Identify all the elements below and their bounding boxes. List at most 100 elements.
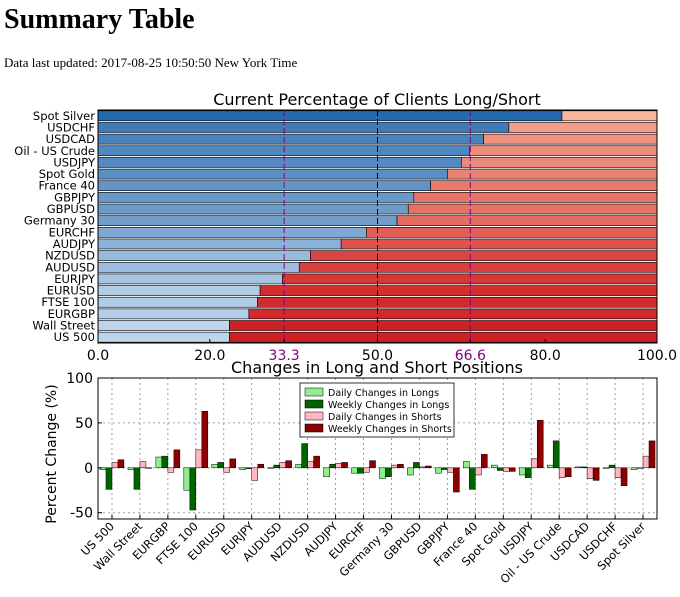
bar-daily-shorts-germany-30 (391, 464, 398, 469)
bar-weekly-longs-audusd (273, 464, 280, 469)
bar-weekly-shorts-france-40 (481, 454, 488, 469)
bar-weekly-shorts-wall-street (145, 467, 153, 469)
long-short-label-spot-silver: Spot Silver (33, 109, 95, 123)
bar-weekly-shorts-eurchf (369, 460, 376, 469)
long-bar-eurchf (97, 227, 367, 238)
short-bar-usdjpy (461, 157, 658, 168)
long-bar-gbpusd (97, 203, 409, 215)
x-tick-label: 100.0 (637, 348, 677, 364)
bar-daily-shorts-gbpjpy (447, 467, 454, 473)
bar-daily-longs-eurchf (351, 467, 358, 474)
long-short-bars (97, 110, 658, 343)
bar-weekly-shorts-eurgbp (173, 449, 181, 469)
bar-daily-shorts-wall-street (139, 461, 147, 469)
short-bar-germany-30 (396, 215, 658, 226)
short-bar-us-500 (229, 331, 658, 343)
bar-daily-longs-gbpusd (407, 467, 414, 476)
bar-weekly-shorts-gbpjpy (453, 467, 460, 493)
bar-weekly-shorts-us-500 (117, 459, 125, 469)
bar-weekly-shorts-nzdusd (313, 455, 320, 469)
bar-daily-shorts-ftse-100 (195, 449, 203, 469)
short-bar-usdchf (508, 122, 658, 133)
bar-daily-longs-germany-30 (379, 467, 386, 479)
long-short-label-nzdusd: NZDUSD (45, 249, 95, 263)
bar-daily-shorts-audjpy (335, 463, 342, 469)
bar-daily-shorts-spot-gold (503, 467, 510, 472)
bar-weekly-longs-audjpy (329, 463, 336, 469)
short-bar-spot-silver (561, 110, 658, 122)
bar-daily-longs-oil-us-crude (546, 464, 554, 469)
bar-weekly-shorts-ftse-100 (201, 410, 209, 469)
long-bar-spot-silver (97, 110, 563, 122)
long-bar-audusd (97, 261, 300, 273)
short-bar-gbpusd (407, 203, 658, 215)
short-bar-eurchf (366, 227, 658, 238)
bar-daily-longs-usdcad (574, 466, 582, 469)
bar-daily-longs-usdjpy (518, 467, 526, 476)
bar-weekly-shorts-gbpusd (425, 465, 432, 469)
changes-bars (99, 410, 656, 511)
y-tick-label: 0 (84, 461, 93, 477)
short-bar-oil-us-crude (469, 145, 658, 157)
long-short-label-gbpjpy: GBPJPY (54, 190, 96, 204)
long-bar-audjpy (97, 238, 342, 250)
long-bar-eurusd (97, 285, 261, 296)
long-bar-usdcad (97, 133, 485, 145)
legend-swatch-weekly-shorts (304, 423, 324, 433)
bar-weekly-longs-spot-silver (636, 467, 644, 469)
bar-weekly-longs-france-40 (469, 467, 476, 490)
bar-daily-shorts-nzdusd (307, 461, 314, 469)
bar-daily-longs-wall-street (127, 467, 135, 470)
bar-weekly-shorts-usdjpy (536, 419, 544, 469)
bar-daily-longs-france-40 (463, 461, 470, 469)
bar-daily-shorts-eurusd (223, 467, 231, 473)
bar-daily-longs-eurgbp (155, 456, 163, 469)
bar-weekly-longs-ftse-100 (189, 467, 197, 511)
short-bar-spot-gold (447, 168, 658, 180)
long-short-label-us-500: US 500 (54, 330, 95, 344)
long-short-label-spot-gold: Spot Gold (39, 167, 95, 181)
long-short-label-france-40: France 40 (38, 179, 95, 193)
bar-daily-longs-audjpy (323, 467, 330, 478)
long-short-label-usdchf: USDCHF (47, 120, 95, 134)
long-short-label-eurusd: EURUSD (47, 284, 95, 298)
bar-weekly-longs-nzdusd (301, 443, 308, 469)
bar-weekly-longs-gbpjpy (441, 467, 448, 470)
y-tick-label: 50 (75, 416, 93, 432)
short-bar-audjpy (340, 238, 658, 250)
long-bar-usdchf (97, 122, 510, 133)
long-short-label-usdcad: USDCAD (46, 132, 95, 146)
bar-weekly-shorts-audusd (285, 460, 292, 469)
long-bar-usdjpy (97, 157, 462, 168)
long-bar-germany-30 (97, 215, 398, 226)
bar-weekly-shorts-germany-30 (397, 463, 404, 469)
bar-weekly-longs-eurgbp (161, 455, 169, 469)
long-short-chart-title: Current Percentage of Clients Long/Short (213, 90, 541, 109)
long-short-label-usdjpy: USDJPY (53, 155, 96, 169)
bar-weekly-longs-us-500 (105, 467, 113, 490)
short-bar-wall-street (229, 320, 658, 331)
bar-weekly-shorts-usdchf (620, 467, 628, 487)
long-short-plot-frame (97, 109, 658, 344)
bar-weekly-longs-eurusd (217, 462, 225, 469)
long-bar-ftse-100 (97, 296, 258, 308)
y-tick-label: -50 (70, 506, 93, 522)
bar-daily-longs-usdchf (602, 467, 610, 469)
short-bar-audusd (298, 261, 658, 273)
bar-daily-longs-audusd (267, 467, 274, 469)
short-bar-ftse-100 (257, 296, 658, 308)
long-bar-france-40 (97, 180, 431, 192)
page-title: Summary Table (4, 4, 195, 35)
bar-weekly-longs-oil-us-crude (552, 440, 560, 469)
position-changes-chart: Changes in Long and Short Positions -50 0… (44, 358, 658, 586)
long-short-x-ticks: 0.0 20.0 33.3 50.0 66.6 80.0 100.0 (87, 339, 677, 364)
bar-daily-longs-spot-silver (630, 467, 638, 470)
x-tick-label: 50.0 (362, 348, 393, 364)
short-bar-eurusd (259, 285, 658, 296)
bar-weekly-longs-germany-30 (385, 467, 392, 478)
long-bar-spot-gold (97, 168, 448, 180)
bar-weekly-longs-usdchf (608, 464, 616, 469)
